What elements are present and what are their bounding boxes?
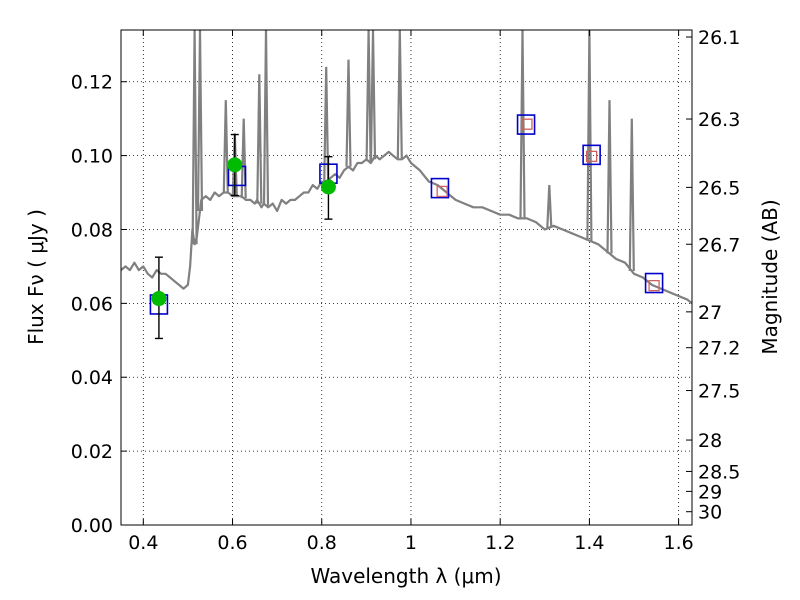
model-emission-spike: [369, 30, 377, 160]
filter-mark: [436, 185, 448, 198]
points-layer: [149, 114, 664, 340]
right-tick-label: 26.7: [698, 234, 740, 256]
model-point-square: [644, 272, 664, 294]
filter-mark: [521, 118, 533, 130]
right-tick-label: 27: [698, 302, 722, 324]
right-tick-label: 30: [698, 502, 722, 524]
x-tick-label: 1.6: [664, 532, 694, 554]
right-tick-label: 26.1: [698, 27, 740, 49]
right-tick-label: 26.5: [698, 177, 740, 199]
y-tick-label: 0.08: [71, 219, 113, 241]
observed-point: [151, 291, 167, 307]
right-tick-label: 27.5: [698, 381, 740, 403]
model-emission-spike: [546, 185, 553, 228]
filter-mark: [648, 279, 660, 292]
y-tick-label: 0.04: [71, 367, 113, 389]
model-emission-spike: [586, 30, 593, 241]
model-emission-spike: [222, 100, 229, 193]
right-tick-label: 27.2: [698, 338, 740, 360]
model-emission-spike: [323, 66, 330, 186]
y-tick-label: 0.02: [71, 441, 113, 463]
x-tick-label: 0.8: [307, 532, 337, 554]
x-axis-title: Wavelength λ (μm): [310, 564, 501, 588]
right-axis-title: Magnitude (AB): [758, 199, 782, 354]
right-tick-label: 28.5: [698, 461, 740, 483]
model-emission-spike: [256, 74, 263, 204]
model-point-square: [430, 177, 450, 199]
x-tick-label: 0.6: [217, 532, 247, 554]
right-tick-label: 28: [698, 430, 722, 452]
x-tick-label: 1.2: [485, 532, 515, 554]
y-tick-label: 0.00: [71, 515, 113, 537]
model-emission-spike: [345, 59, 352, 167]
model-emission-spike: [606, 100, 613, 254]
model-emission-spike: [519, 30, 526, 219]
x-tick-label: 1.4: [574, 532, 604, 554]
x-tick-label: 0.4: [128, 532, 158, 554]
model-emission-spike: [231, 133, 238, 197]
model-emission-spike: [365, 30, 372, 162]
model-emission-spike: [628, 118, 635, 272]
y-axis-title: Flux Fν ( μJy ): [24, 209, 48, 345]
ticks-layer: [121, 30, 692, 526]
observed-point: [227, 157, 243, 173]
observed-point: [320, 179, 336, 195]
right-tick-label: 26.3: [698, 109, 740, 131]
y-tick-label: 0.12: [71, 72, 113, 94]
filter-mark: [585, 150, 598, 162]
model-layer: [121, 30, 692, 305]
model-point-square: [582, 144, 601, 166]
model-emission-spike: [191, 30, 198, 245]
y-tick-label: 0.06: [71, 293, 113, 315]
model-emission-spike: [262, 30, 270, 206]
grid-lines: [121, 30, 692, 525]
x-tick-label: 1: [405, 532, 417, 554]
model-point-square: [516, 114, 536, 135]
plot-frame: [120, 29, 693, 526]
right-tick-label: 29: [698, 481, 722, 503]
model-emission-spike: [396, 30, 403, 160]
tick-labels-layer: 0.4 0.6 0.8 1 1.2 1.4 1.6 0.00 0.02 0.04 0.06 0.08 0…: [71, 27, 741, 554]
model-sed-line: [121, 150, 692, 305]
y-tick-label: 0.10: [71, 146, 113, 168]
model-emission-spike: [196, 30, 204, 212]
